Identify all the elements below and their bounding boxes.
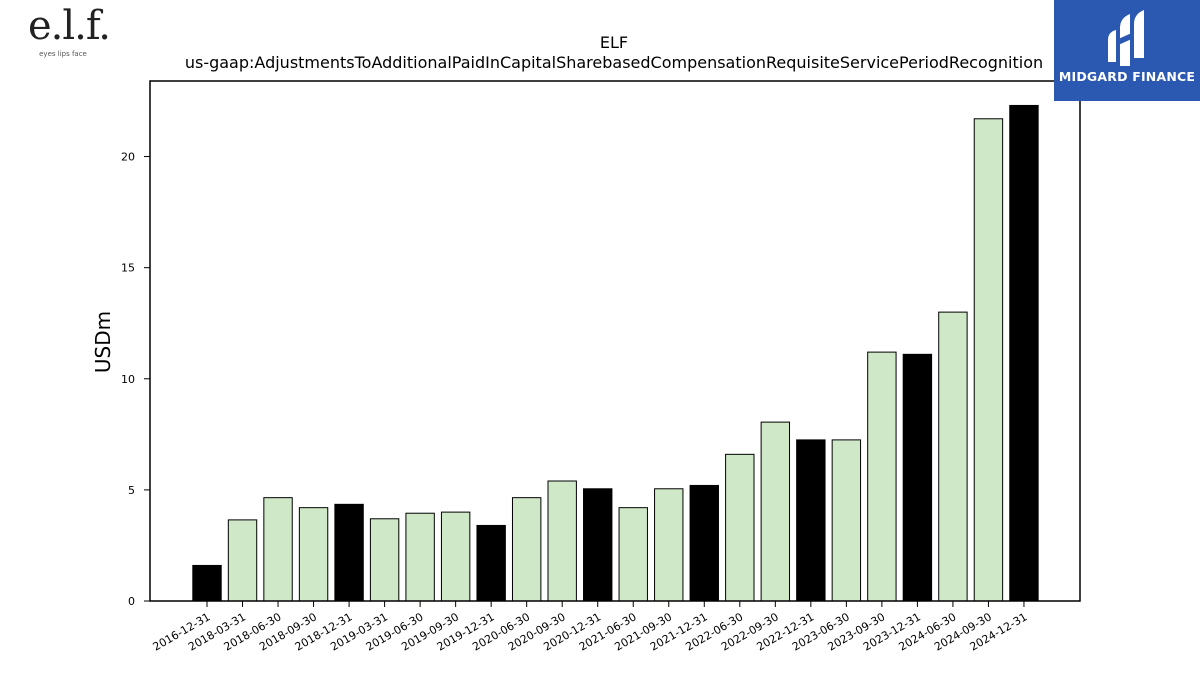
axes-layer: 051015202016-12-312018-03-312018-06-3020…: [121, 80, 1081, 654]
bar-2022-09-30: [760, 421, 791, 602]
y-tick-label: 20: [121, 151, 135, 164]
y-axis-label: USDm: [91, 311, 115, 373]
bar-2021-12-31: [689, 484, 719, 602]
y-tick-label: 0: [128, 595, 135, 608]
bar-2022-12-31: [796, 439, 826, 602]
chart-subtitle: us-gaap:AdjustmentsToAdditionalPaidInCap…: [185, 53, 1043, 72]
plot-frame: [149, 80, 1081, 602]
bar-2018-03-31: [227, 519, 258, 602]
bar-2020-12-31: [583, 488, 613, 602]
y-tick-label: 15: [121, 262, 135, 275]
bar-2024-09-30: [973, 118, 1004, 602]
bar-2018-12-31: [334, 503, 364, 602]
bar-2020-06-30: [511, 497, 542, 602]
publisher-logo: MIDGARD FINANCE: [1054, 0, 1200, 101]
bar-2019-09-30: [440, 511, 471, 602]
bar-2020-09-30: [547, 480, 577, 602]
publisher-logo-text: MIDGARD FINANCE: [1058, 69, 1196, 84]
company-logo-tagline: eyes lips face: [39, 50, 87, 58]
bar-2023-06-30: [831, 439, 862, 602]
chart-title: ELF: [600, 33, 628, 52]
y-tick-label: 5: [128, 484, 135, 497]
bar-2024-06-30: [938, 311, 968, 602]
bar-2016-12-31: [192, 564, 222, 602]
bar-2018-06-30: [263, 497, 293, 602]
company-logo: e.l.f. eyes lips face: [28, 3, 111, 64]
y-tick-label: 10: [121, 373, 135, 386]
bar-2019-06-30: [405, 512, 435, 602]
bar-2021-06-30: [618, 507, 648, 602]
midgard-mark-icon: [1108, 10, 1144, 66]
bar-2023-12-31: [902, 353, 933, 602]
bars-layer: [192, 104, 1039, 602]
bar-2022-06-30: [725, 453, 755, 602]
bar-2019-03-31: [369, 518, 400, 602]
bar-2021-09-30: [654, 488, 684, 602]
bar-2023-09-30: [867, 351, 897, 602]
company-logo-text: e.l.f.: [28, 3, 111, 49]
bar-2018-09-30: [298, 507, 329, 602]
bar-2024-12-31: [1009, 104, 1039, 602]
bar-2019-12-31: [476, 524, 506, 602]
